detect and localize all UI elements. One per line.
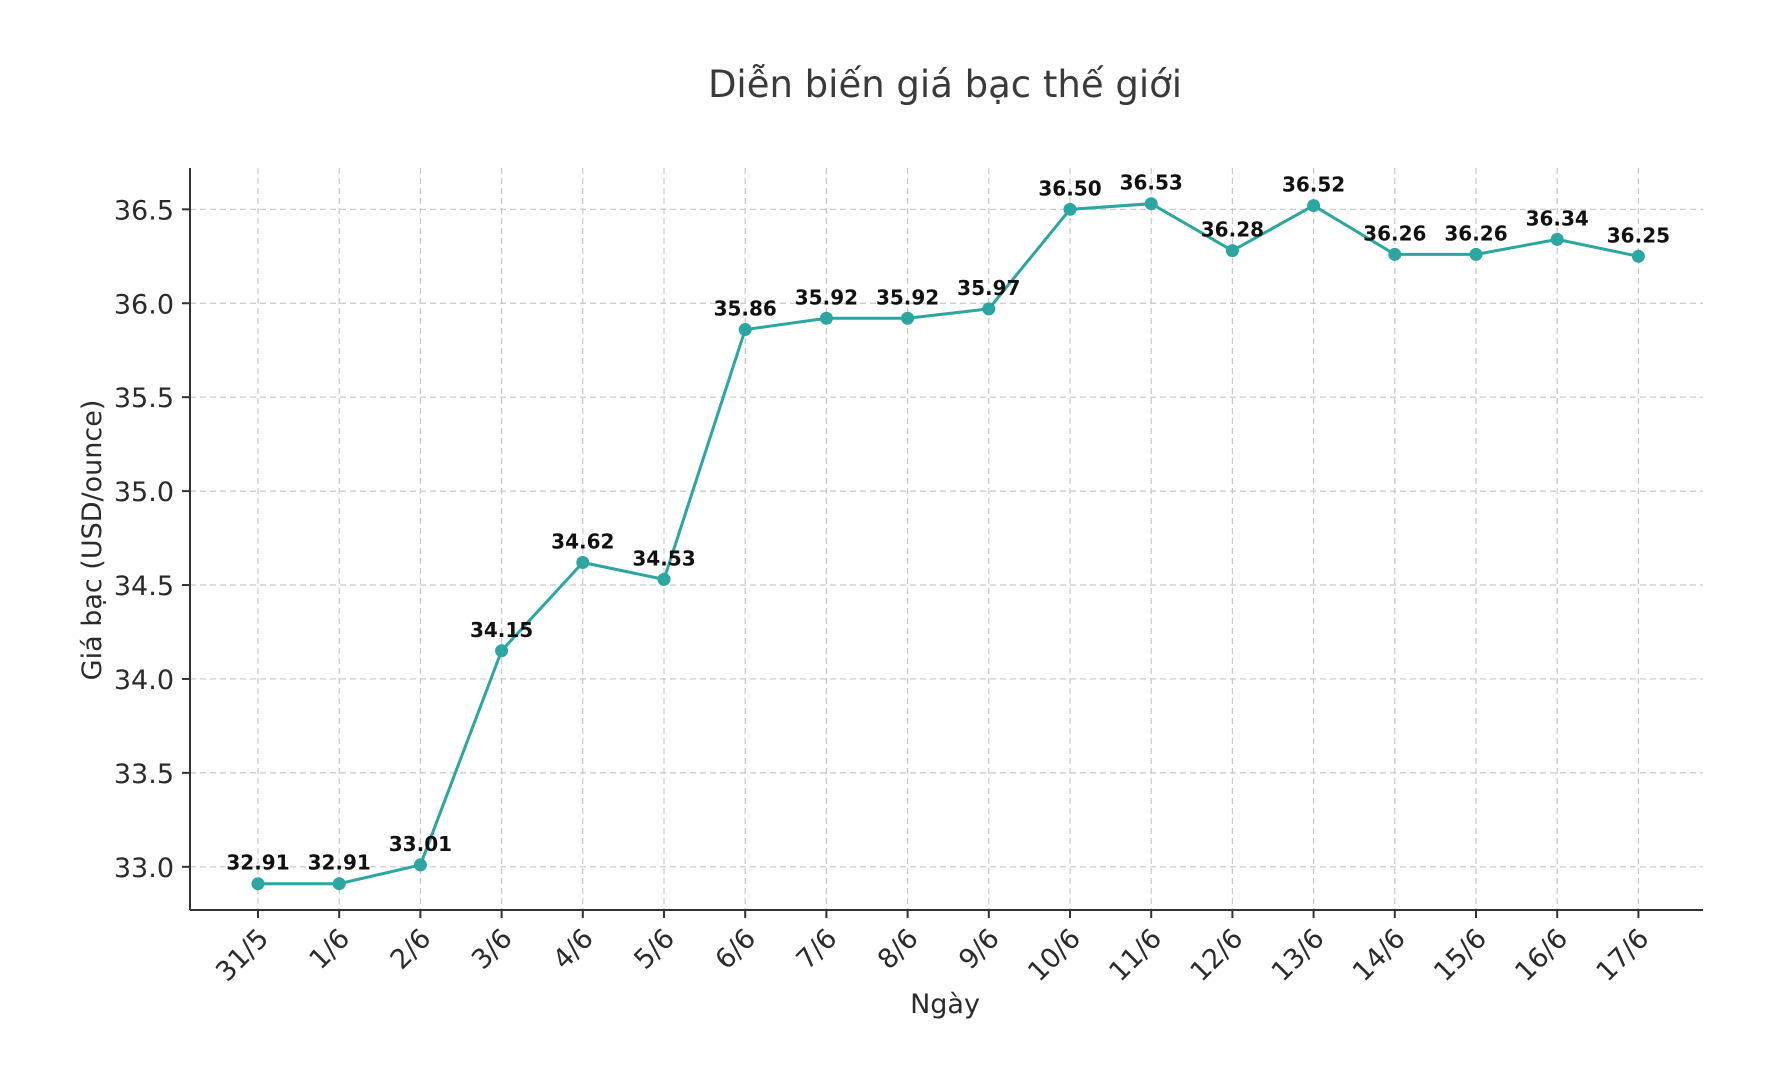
data-point bbox=[738, 323, 752, 337]
data-point bbox=[495, 644, 509, 658]
y-axis-ticks: 33.0 33.5 34.0 34.5 35.0 35.5 36.0 36.5 bbox=[114, 195, 190, 884]
data-label: 36.52 bbox=[1282, 173, 1345, 197]
chart-title: Diễn biến giá bạc thế giới bbox=[708, 63, 1182, 106]
data-label: 35.92 bbox=[795, 285, 858, 309]
x-tick-label: 1/6 bbox=[304, 923, 357, 976]
data-label: 35.86 bbox=[714, 297, 777, 321]
data-label: 36.28 bbox=[1201, 218, 1264, 242]
x-tick-label: 12/6 bbox=[1185, 923, 1250, 988]
data-point bbox=[1225, 244, 1239, 258]
data-label: 34.53 bbox=[632, 546, 695, 570]
data-point bbox=[1307, 199, 1321, 213]
data-label: 32.91 bbox=[308, 851, 371, 875]
data-point bbox=[901, 311, 915, 325]
y-tick-label: 34.5 bbox=[114, 571, 174, 602]
x-tick-label: 31/5 bbox=[210, 923, 275, 988]
y-tick-label: 33.5 bbox=[114, 759, 174, 790]
x-tick-label: 5/6 bbox=[628, 923, 681, 976]
data-label: 36.53 bbox=[1120, 171, 1183, 195]
data-point bbox=[332, 877, 346, 891]
data-point bbox=[819, 311, 833, 325]
y-axis-label: Giá bạc (USD/ounce) bbox=[77, 400, 108, 681]
data-label: 36.34 bbox=[1526, 206, 1589, 230]
x-tick-label: 13/6 bbox=[1266, 923, 1331, 988]
data-label: 36.26 bbox=[1444, 221, 1507, 245]
x-tick-label: 15/6 bbox=[1428, 923, 1493, 988]
data-label: 34.62 bbox=[551, 529, 614, 553]
data-point bbox=[413, 858, 427, 872]
x-tick-label: 16/6 bbox=[1509, 923, 1574, 988]
data-point bbox=[1550, 232, 1564, 246]
grid bbox=[190, 168, 1703, 910]
data-point bbox=[657, 572, 671, 586]
series-line bbox=[258, 202, 1639, 886]
x-tick-label: 10/6 bbox=[1022, 923, 1087, 988]
data-point bbox=[1469, 247, 1483, 261]
axes bbox=[189, 168, 1703, 911]
y-tick-label: 34.0 bbox=[114, 665, 174, 696]
y-tick-label: 33.0 bbox=[114, 853, 174, 884]
data-label: 36.26 bbox=[1363, 221, 1426, 245]
data-label: 34.15 bbox=[470, 618, 533, 642]
data-point bbox=[251, 877, 265, 891]
x-tick-label: 3/6 bbox=[466, 923, 519, 976]
x-tick-label: 2/6 bbox=[385, 923, 438, 976]
data-point bbox=[1144, 197, 1158, 211]
x-tick-label: 8/6 bbox=[872, 923, 925, 976]
y-tick-label: 36.5 bbox=[114, 195, 174, 226]
data-label: 35.97 bbox=[957, 276, 1020, 300]
x-tick-label: 7/6 bbox=[791, 923, 844, 976]
x-tick-label: 4/6 bbox=[547, 923, 600, 976]
x-tick-label: 9/6 bbox=[953, 923, 1006, 976]
data-labels: 32.91 32.91 33.01 34.15 34.62 34.53 35.86 35.92… bbox=[226, 171, 1670, 875]
data-point bbox=[576, 555, 590, 569]
data-label: 33.01 bbox=[389, 832, 452, 856]
data-label: 36.25 bbox=[1607, 223, 1670, 247]
x-tick-label: 6/6 bbox=[710, 923, 763, 976]
series-silver-price bbox=[258, 202, 1639, 886]
y-tick-label: 35.0 bbox=[114, 477, 174, 508]
x-axis-label: Ngày bbox=[910, 989, 980, 1020]
x-axis-ticks: 31/5 1/6 2/6 3/6 4/6 5/6 6/6 7/6 8/6 9/6 10/6 11/6 1… bbox=[210, 910, 1655, 988]
y-tick-label: 35.5 bbox=[114, 383, 174, 414]
data-points bbox=[251, 197, 1645, 891]
data-label: 32.91 bbox=[226, 851, 289, 875]
data-point bbox=[1063, 202, 1077, 216]
x-tick-label: 11/6 bbox=[1103, 923, 1168, 988]
data-label: 36.50 bbox=[1038, 176, 1101, 200]
x-tick-label: 14/6 bbox=[1347, 923, 1412, 988]
y-tick-label: 36.0 bbox=[114, 289, 174, 320]
data-point bbox=[982, 302, 996, 316]
data-label: 35.92 bbox=[876, 285, 939, 309]
data-point bbox=[1388, 247, 1402, 261]
data-point bbox=[1631, 249, 1645, 263]
x-tick-label: 17/6 bbox=[1591, 923, 1656, 988]
